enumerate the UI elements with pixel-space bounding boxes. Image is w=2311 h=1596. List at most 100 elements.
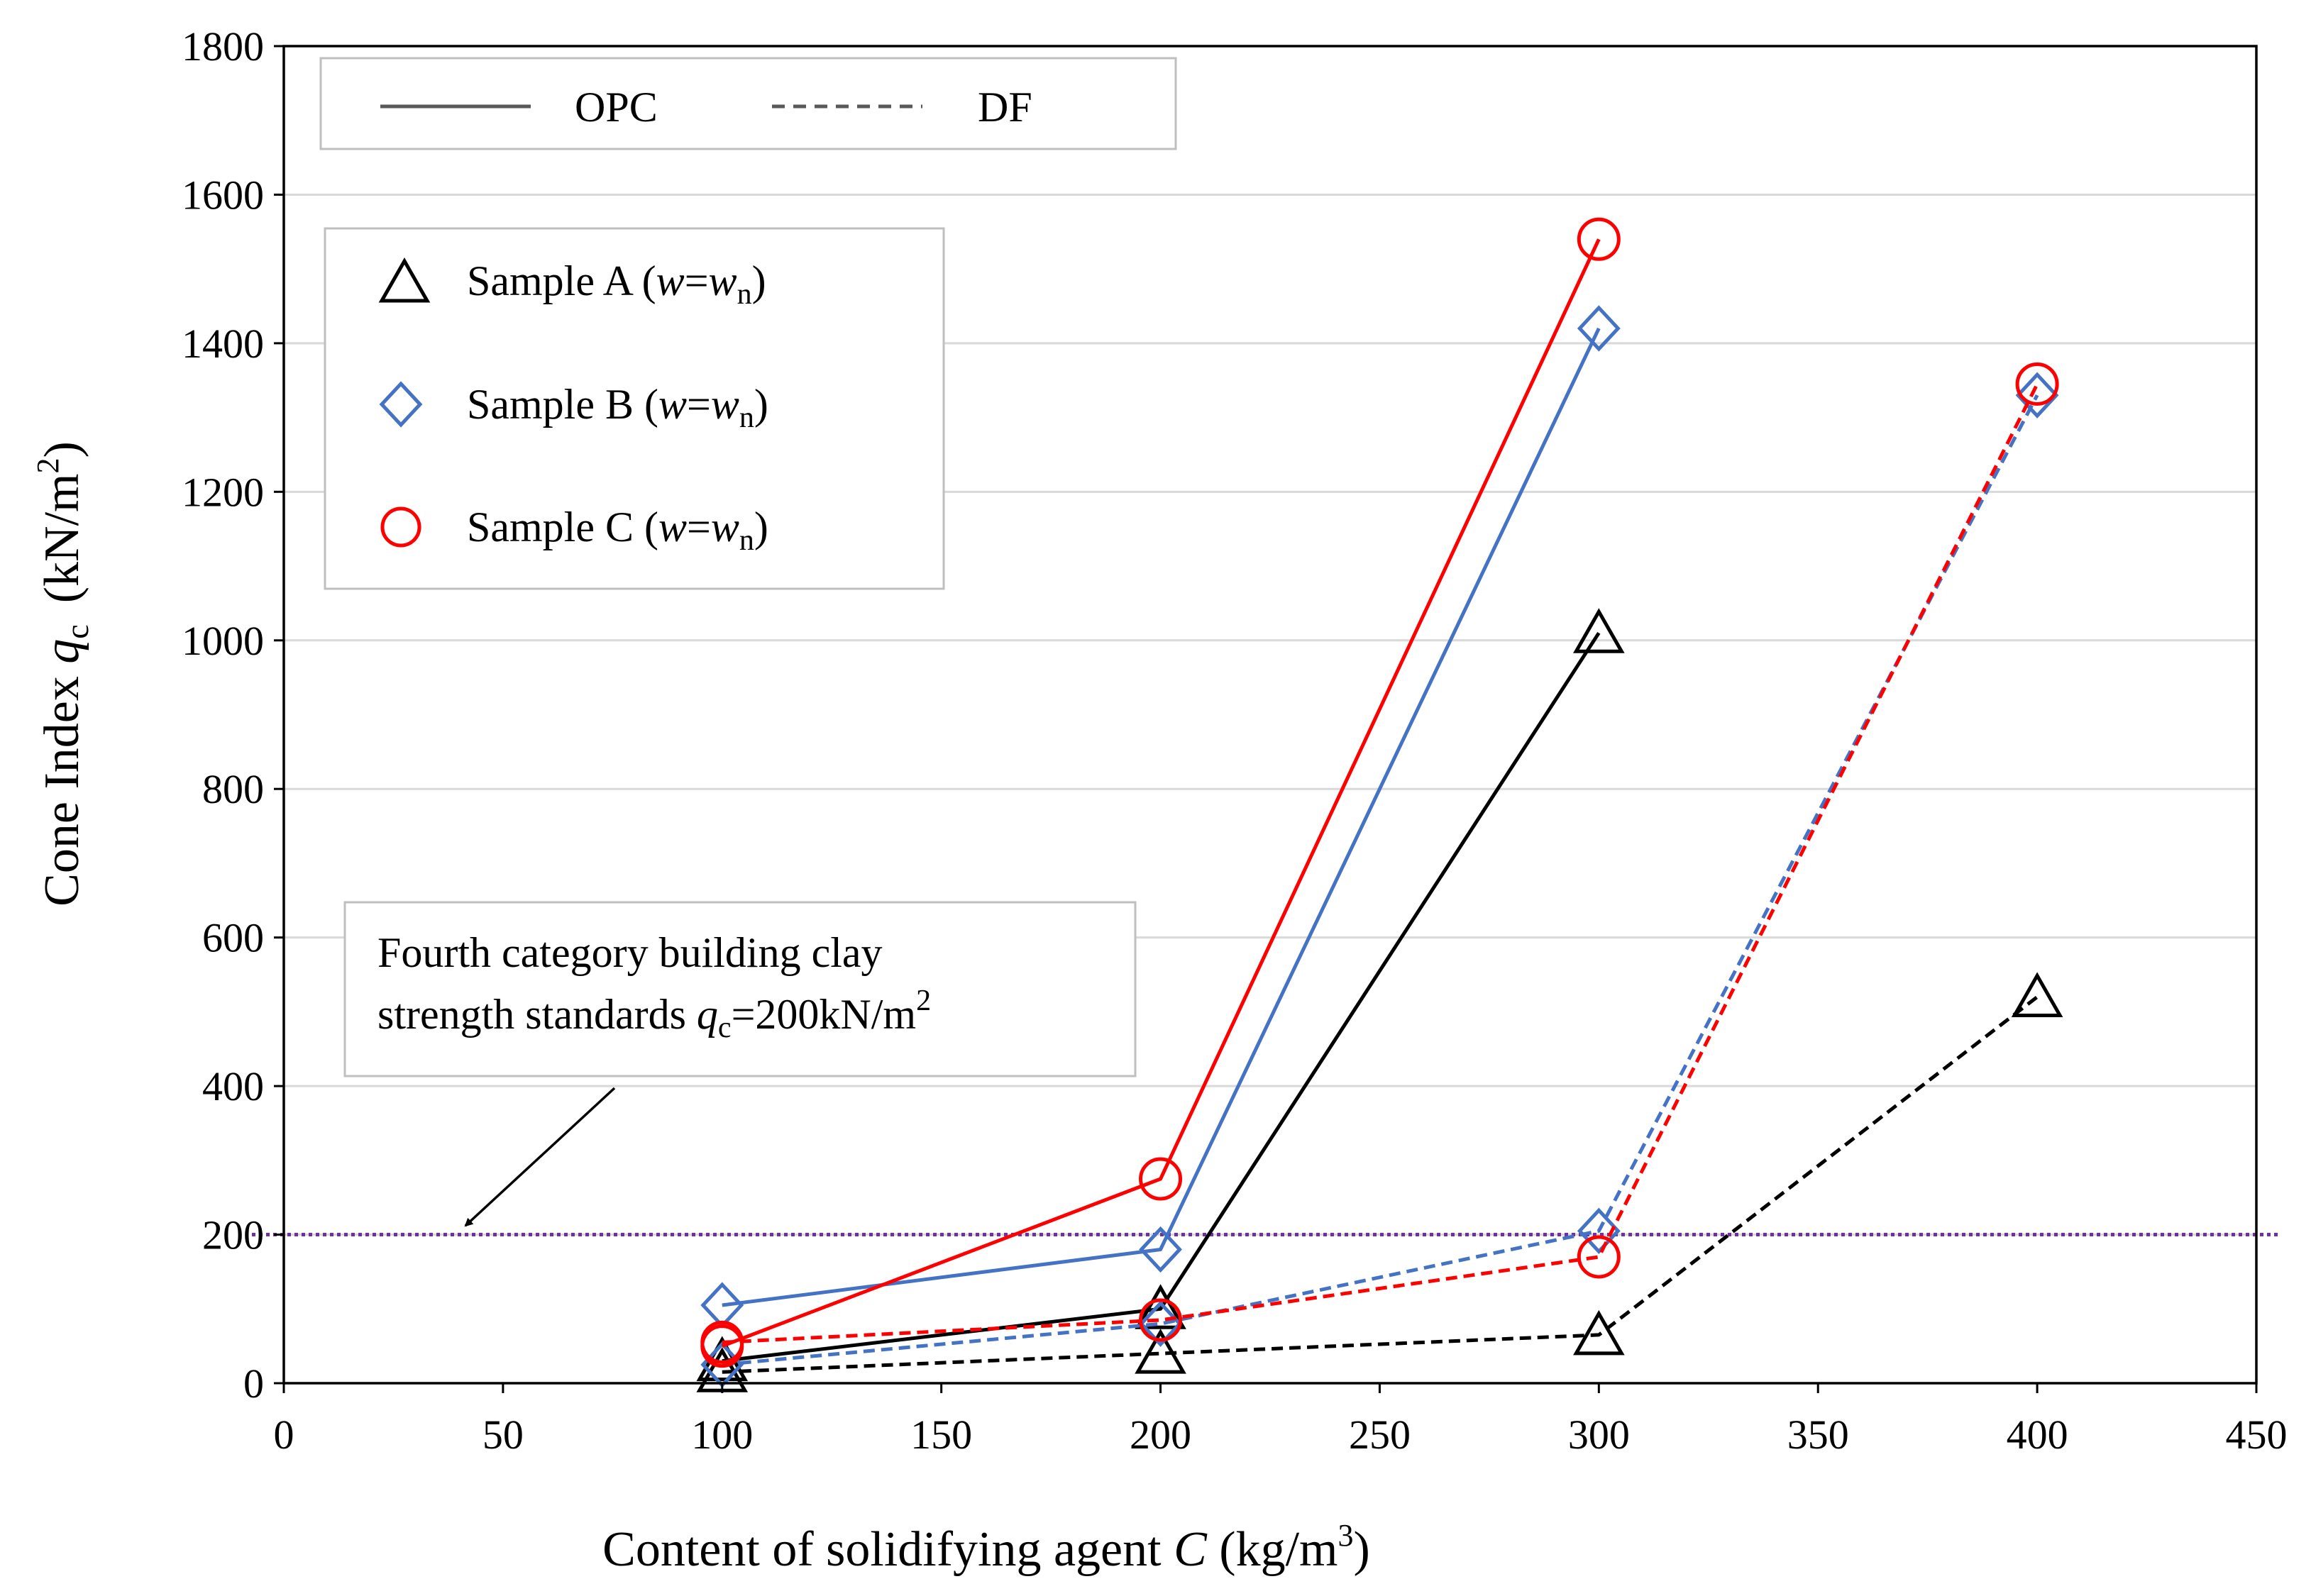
point-b-df-300	[1577, 1207, 1621, 1254]
legend-marker-c	[380, 506, 421, 548]
legend-c-var2: w	[711, 504, 739, 550]
series-c-df	[700, 362, 2059, 1364]
annotation-arrow	[464, 1087, 616, 1227]
y-tick-label-800: 800	[202, 766, 264, 812]
legend-c-sub: n	[739, 524, 754, 557]
y-axis-title-close: )	[35, 441, 89, 458]
legend-a-close: )	[752, 257, 766, 304]
x-axis-title-close: )	[1354, 1522, 1370, 1577]
x-axis-title-sup: 3	[1338, 1518, 1354, 1553]
point-a-df-200	[1135, 1329, 1186, 1374]
annotation-line-1: Fourth category building clay	[377, 929, 883, 976]
x-axis-title-unit: (kg/m	[1207, 1522, 1338, 1577]
x-tick-label-150: 150	[910, 1412, 972, 1458]
point-b-df-400	[2015, 372, 2059, 419]
legend-samples: Sample A (w=wn) Sample B (w=wn) Sample C…	[324, 227, 945, 590]
legend-sample-a-label: Sample A (w=wn)	[467, 257, 766, 311]
series-line-a-opc	[722, 631, 1601, 1363]
legend-df-label: DF	[978, 84, 1032, 131]
y-tick-label-600: 600	[202, 915, 264, 961]
x-tick-label-350: 350	[1787, 1412, 1849, 1458]
legend-samples-box	[324, 227, 945, 590]
legend-c-close: )	[754, 504, 768, 550]
y-axis-title-sub: c	[59, 624, 95, 638]
y-tick-label-1800: 1800	[182, 23, 264, 70]
y-tick-label-1200: 1200	[182, 469, 264, 515]
legend-c-eq: =	[687, 504, 711, 550]
x-tick-label-300: 300	[1568, 1412, 1630, 1458]
x-tick-label-450: 450	[2226, 1412, 2288, 1458]
y-tick-label-200: 200	[202, 1212, 264, 1258]
x-tick-label-100: 100	[691, 1412, 753, 1458]
legend-method-box	[319, 57, 1177, 150]
y-axis-title-sup: 2	[31, 458, 65, 473]
point-c-opc-200	[1139, 1157, 1183, 1201]
legend-a-var2: w	[709, 257, 737, 304]
legend-marker-a	[378, 257, 431, 303]
y-axis-title-var: q	[35, 639, 89, 664]
point-c-df-400	[2015, 362, 2059, 406]
y-tick-label-400: 400	[202, 1063, 264, 1109]
series-line-a-df	[722, 995, 2039, 1374]
legend-a-var1: w	[656, 257, 685, 304]
annotation-box	[343, 901, 1137, 1077]
point-b-opc-200	[1139, 1226, 1182, 1273]
legend-c-var1: w	[658, 504, 687, 550]
point-b-opc-300	[1577, 305, 1621, 352]
y-axis-ticks: 0 200 400 600 800 1000 1200 1400 1600 1800	[182, 23, 284, 1407]
legend-a-prefix: Sample A (	[467, 257, 656, 304]
legend-b-sub: n	[739, 401, 754, 434]
annotation-line-2-var: q	[697, 991, 718, 1038]
legend-b-close: )	[754, 381, 768, 428]
legend-a-eq: =	[685, 257, 709, 304]
legend-c-prefix: Sample C (	[467, 504, 658, 550]
annotation-line-2-prefix: strength standards	[377, 991, 697, 1038]
x-axis-title-prefix: Content of solidifying agent	[602, 1522, 1174, 1577]
series-line-c-df	[722, 383, 2039, 1344]
y-tick-label-0: 0	[243, 1361, 264, 1407]
series-b-opc	[700, 305, 1621, 1329]
y-axis-title-unit: (kN/m	[35, 473, 89, 603]
x-tick-label-50: 50	[482, 1412, 524, 1458]
annotation-line-2-suffix: =200kN/m	[732, 991, 917, 1038]
legend-a-sub: n	[737, 278, 752, 311]
x-axis-ticks: 0 50 100 150 200 250 300 350 400 450	[274, 1383, 2288, 1458]
x-tick-label-200: 200	[1130, 1412, 1191, 1458]
legend-b-prefix: Sample B (	[467, 381, 658, 428]
legend-b-eq: =	[687, 381, 711, 428]
x-tick-label-250: 250	[1349, 1412, 1411, 1458]
x-axis-title-var: C	[1174, 1522, 1208, 1577]
y-tick-label-1400: 1400	[182, 321, 264, 367]
point-c-df-100	[700, 1320, 744, 1364]
plot-area-frame	[282, 45, 2258, 1385]
point-c-df-200	[1139, 1298, 1183, 1342]
series-line-c-opc	[721, 238, 1601, 1348]
x-tick-label-400: 400	[2007, 1412, 2068, 1458]
annotation-line-2-sup: 2	[916, 985, 931, 1017]
legend-b-var1: w	[658, 381, 687, 428]
legend-marker-b	[379, 381, 423, 428]
y-tick-label-1600: 1600	[182, 172, 264, 218]
point-c-df-300	[1577, 1235, 1621, 1279]
legend-sample-c-label: Sample C (w=wn)	[467, 504, 768, 557]
legend-sample-b-label: Sample B (w=wn)	[467, 381, 768, 434]
point-a-opc-200	[1135, 1284, 1186, 1329]
legend-opc-label: OPC	[575, 84, 658, 131]
point-a-opc-300	[1573, 608, 1625, 653]
annotation: Fourth category building clay strength s…	[343, 901, 1137, 1227]
series-line-b-df	[722, 394, 2039, 1367]
legend-method: OPC DF	[319, 57, 1177, 150]
series-line-b-opc	[722, 327, 1601, 1307]
point-a-df-300	[1573, 1309, 1625, 1356]
x-tick-label-0: 0	[274, 1412, 294, 1458]
annotation-line-2-sub: c	[718, 1012, 732, 1044]
y-axis-title: Cone Index qc (kN/m2)	[31, 441, 95, 907]
annotation-line-2: strength standards qc=200kN/m2	[377, 985, 931, 1044]
point-c-opc-300	[1577, 217, 1621, 261]
y-tick-label-1000: 1000	[182, 618, 264, 664]
point-a-df-400	[2011, 972, 2063, 1017]
y-axis-title-prefix: Cone Index	[35, 664, 89, 907]
x-axis-title: Content of solidifying agent C (kg/m3)	[602, 1518, 1370, 1577]
legend-b-var2: w	[711, 381, 739, 428]
